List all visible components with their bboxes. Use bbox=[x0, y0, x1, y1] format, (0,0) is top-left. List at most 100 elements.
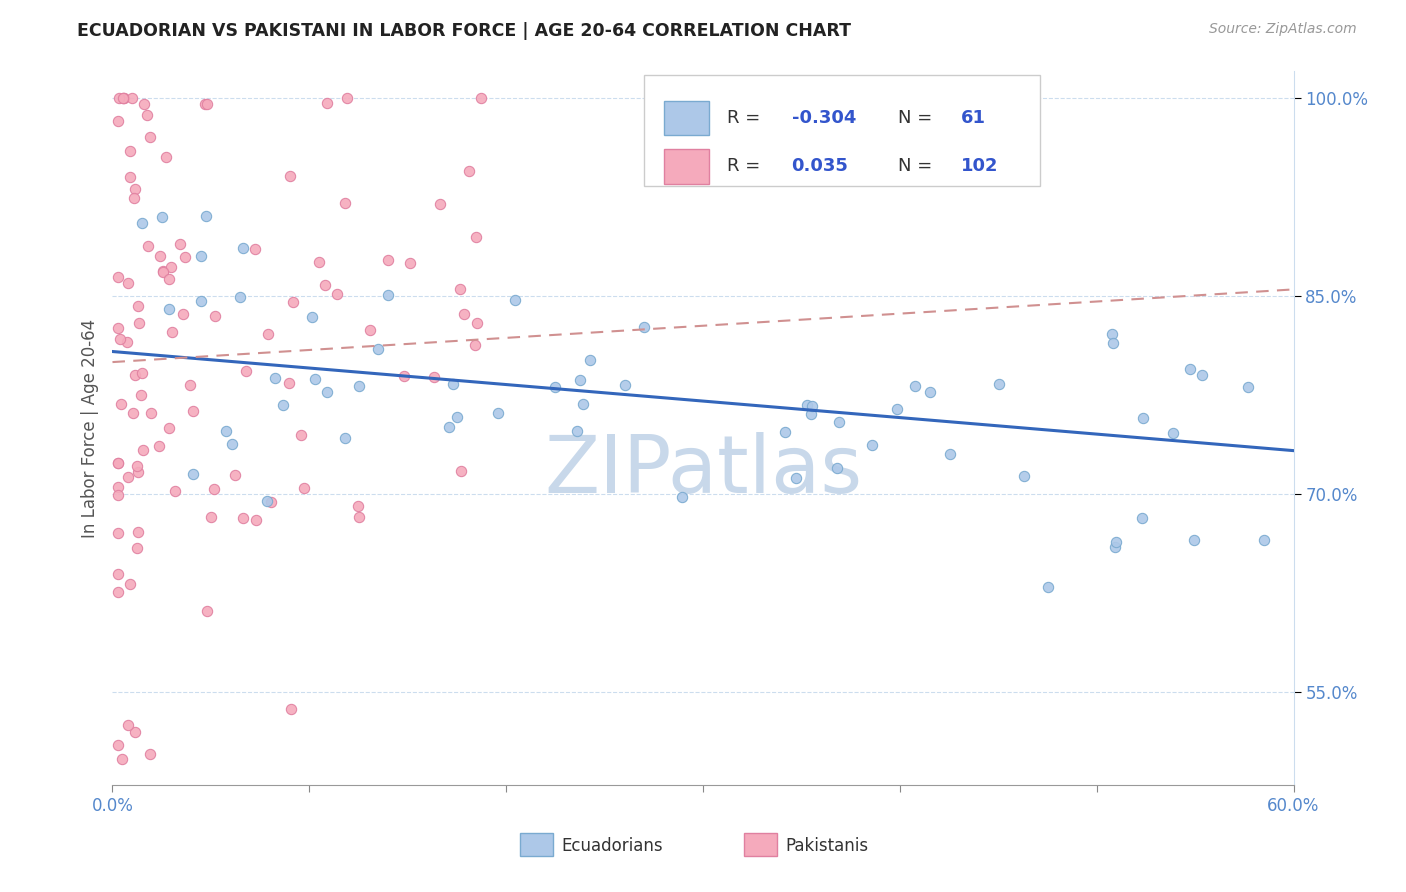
Point bbox=[263, 370, 285, 384]
Point bbox=[315, 384, 337, 399]
Point bbox=[377, 287, 399, 301]
Point bbox=[465, 316, 488, 330]
Point bbox=[195, 96, 218, 111]
Point bbox=[118, 576, 141, 591]
Point bbox=[1191, 368, 1213, 383]
Point bbox=[336, 91, 359, 105]
Point bbox=[308, 255, 330, 269]
Bar bbox=[664, 101, 709, 135]
Point bbox=[152, 265, 174, 279]
Point bbox=[136, 239, 159, 253]
Point bbox=[107, 526, 129, 541]
Point bbox=[904, 379, 927, 393]
Point bbox=[157, 421, 180, 435]
Point bbox=[232, 242, 254, 256]
Point bbox=[132, 97, 155, 112]
Point bbox=[121, 91, 143, 105]
Point bbox=[107, 566, 129, 581]
Bar bbox=[744, 833, 778, 856]
Point bbox=[326, 287, 349, 301]
Point bbox=[315, 95, 337, 110]
Point bbox=[135, 108, 157, 122]
Point bbox=[155, 150, 177, 164]
Point bbox=[115, 335, 138, 350]
Point bbox=[149, 249, 172, 263]
Point bbox=[280, 701, 302, 715]
Point bbox=[157, 301, 180, 316]
Point bbox=[470, 91, 492, 105]
Point bbox=[221, 437, 243, 451]
Text: R =: R = bbox=[727, 158, 759, 176]
Point bbox=[108, 91, 131, 105]
Point bbox=[290, 428, 312, 442]
Point bbox=[107, 488, 129, 502]
Point bbox=[347, 500, 370, 514]
Point bbox=[194, 97, 217, 112]
Point bbox=[112, 91, 135, 105]
Point bbox=[394, 369, 416, 384]
Point bbox=[800, 407, 823, 421]
Point bbox=[429, 196, 451, 211]
Text: Source: ZipAtlas.com: Source: ZipAtlas.com bbox=[1209, 22, 1357, 37]
Point bbox=[127, 465, 149, 479]
Point bbox=[108, 332, 131, 346]
Point bbox=[827, 415, 849, 429]
Point bbox=[1101, 336, 1123, 351]
Point bbox=[613, 377, 636, 392]
Text: N =: N = bbox=[898, 158, 932, 176]
Point bbox=[449, 282, 471, 296]
Point bbox=[1105, 534, 1128, 549]
Text: ECUADORIAN VS PAKISTANI IN LABOR FORCE | AGE 20-64 CORRELATION CHART: ECUADORIAN VS PAKISTANI IN LABOR FORCE |… bbox=[77, 22, 851, 40]
Point bbox=[457, 163, 479, 178]
Point bbox=[568, 373, 591, 387]
Point bbox=[304, 372, 326, 386]
Text: N =: N = bbox=[898, 109, 932, 127]
Point bbox=[160, 326, 183, 340]
Point bbox=[139, 406, 162, 420]
Point bbox=[245, 242, 267, 256]
Point bbox=[107, 585, 129, 599]
Point bbox=[200, 510, 222, 524]
Point bbox=[1161, 425, 1184, 440]
Point bbox=[437, 420, 460, 434]
Point bbox=[271, 398, 294, 412]
Point bbox=[1104, 540, 1126, 554]
Point bbox=[169, 236, 191, 251]
Point bbox=[1253, 533, 1275, 548]
Point bbox=[571, 397, 593, 411]
Text: 102: 102 bbox=[960, 158, 998, 176]
Point bbox=[377, 253, 399, 268]
Point bbox=[127, 524, 149, 539]
Point bbox=[228, 290, 250, 304]
Point bbox=[441, 377, 464, 392]
Point bbox=[139, 747, 162, 761]
Point bbox=[150, 210, 173, 224]
Point bbox=[120, 144, 142, 158]
Point bbox=[423, 370, 446, 384]
Point bbox=[367, 342, 389, 356]
Point bbox=[503, 293, 526, 307]
Point bbox=[349, 510, 371, 524]
Text: 61: 61 bbox=[960, 109, 986, 127]
Point bbox=[157, 272, 180, 286]
Point bbox=[107, 113, 129, 128]
Point bbox=[107, 739, 129, 753]
Point bbox=[1036, 580, 1059, 594]
Point bbox=[453, 307, 475, 321]
Text: R =: R = bbox=[727, 109, 759, 127]
Point bbox=[886, 401, 908, 416]
Text: -0.304: -0.304 bbox=[792, 109, 856, 127]
Point bbox=[1101, 327, 1123, 342]
Point bbox=[124, 182, 146, 196]
Point bbox=[204, 309, 226, 323]
Point bbox=[347, 379, 370, 393]
Point bbox=[278, 376, 301, 391]
Point bbox=[117, 718, 139, 732]
Point bbox=[918, 384, 941, 399]
Point bbox=[163, 484, 186, 499]
Point bbox=[121, 405, 143, 419]
Bar bbox=[520, 833, 553, 856]
Point bbox=[232, 510, 254, 524]
Point bbox=[1182, 533, 1205, 547]
Point bbox=[224, 467, 246, 482]
